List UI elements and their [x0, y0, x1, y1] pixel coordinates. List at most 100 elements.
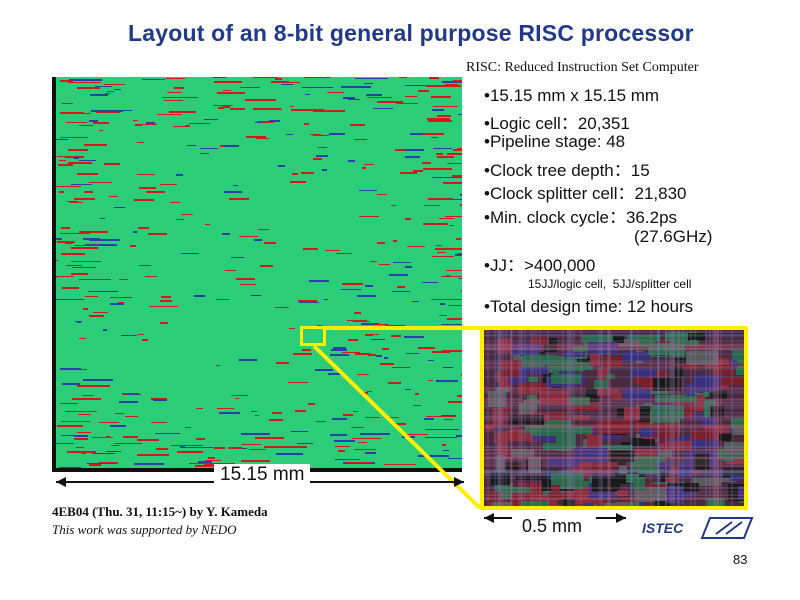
zoom-cell [610, 339, 640, 347]
layout-trace [338, 450, 345, 452]
layout-trace [460, 194, 462, 196]
layout-trace [405, 266, 412, 268]
layout-trace [415, 393, 419, 395]
layout-trace [111, 445, 120, 446]
layout-trace [60, 80, 73, 82]
layout-trace [82, 395, 94, 396]
layout-trace [173, 126, 187, 127]
layout-trace [223, 90, 231, 91]
zoom-cell [690, 340, 698, 344]
chip-dimension-arrow-left [56, 477, 66, 487]
layout-trace [264, 446, 291, 448]
layout-trace [439, 315, 447, 316]
zoom-cell [558, 426, 592, 434]
layout-trace [292, 173, 298, 175]
layout-trace [428, 380, 433, 381]
layout-trace [456, 435, 462, 437]
zoom-cell [694, 453, 710, 470]
layout-trace [225, 270, 236, 271]
layout-trace [424, 418, 434, 420]
layout-trace [365, 285, 373, 287]
layout-trace [260, 265, 273, 267]
layout-trace [367, 97, 392, 98]
zoom-cell [606, 374, 615, 379]
layout-trace [256, 138, 269, 139]
layout-trace [385, 417, 399, 418]
layout-trace [77, 321, 81, 323]
layout-trace [164, 100, 183, 101]
layout-trace [398, 328, 419, 329]
layout-trace [317, 325, 322, 326]
layout-trace [53, 139, 68, 140]
spec-min-clock-cycle: •Min. clock cycle：36.2ps [484, 208, 678, 227]
layout-trace [275, 307, 289, 308]
zoom-cell [527, 495, 557, 506]
zoom-cell [532, 337, 549, 344]
layout-trace [157, 114, 182, 115]
layout-trace [346, 462, 372, 463]
layout-trace [84, 144, 107, 146]
zoom-cell [523, 355, 556, 365]
layout-trace [382, 348, 389, 350]
layout-trace [418, 455, 449, 457]
layout-trace [255, 415, 259, 416]
layout-trace [461, 374, 462, 376]
layout-trace [181, 214, 193, 215]
layout-trace [272, 412, 282, 414]
layout-trace [393, 240, 397, 242]
layout-trace [105, 93, 111, 94]
layout-trace [249, 449, 266, 450]
layout-trace [333, 347, 346, 349]
layout-trace [348, 99, 360, 100]
layout-trace [396, 423, 406, 425]
zoom-cell [668, 483, 699, 492]
layout-trace [251, 295, 261, 296]
layout-trace [357, 295, 376, 297]
layout-trace [89, 239, 120, 241]
layout-trace [405, 389, 411, 390]
chip-edge-left [52, 77, 56, 471]
layout-trace [335, 459, 360, 460]
layout-trace [87, 463, 115, 464]
layout-trace [76, 447, 84, 448]
layout-trace [291, 109, 324, 111]
layout-trace [103, 329, 107, 331]
layout-trace [73, 137, 88, 138]
layout-trace [275, 78, 282, 80]
zoom-cell [716, 478, 736, 482]
layout-trace [65, 242, 73, 244]
zoom-cell [700, 391, 727, 399]
layout-trace [289, 328, 295, 329]
layout-trace [331, 349, 347, 351]
layout-trace [368, 334, 379, 335]
zoom-dimension-label: 0.5 mm [522, 516, 583, 536]
layout-trace [233, 185, 238, 186]
layout-trace [171, 445, 203, 446]
layout-trace [444, 419, 453, 420]
layout-trace [240, 87, 260, 88]
layout-trace [313, 110, 345, 112]
layout-trace [170, 202, 180, 203]
layout-trace [151, 422, 167, 423]
zoom-cell [612, 393, 622, 399]
layout-trace [453, 80, 462, 82]
layout-trace [423, 168, 452, 170]
layout-trace [95, 86, 112, 87]
layout-trace [218, 107, 224, 109]
layout-trace [403, 434, 428, 435]
layout-trace [436, 380, 458, 382]
layout-trace [405, 218, 411, 220]
layout-trace [290, 181, 306, 183]
layout-trace [72, 267, 96, 268]
layout-trace [458, 278, 462, 279]
zoom-cell [551, 485, 560, 497]
layout-trace [437, 115, 451, 117]
zoom-cell [583, 439, 590, 456]
layout-trace [445, 84, 458, 86]
layout-trace [68, 149, 88, 151]
layout-trace [361, 323, 379, 325]
layout-trace [425, 437, 457, 438]
layout-trace [431, 137, 438, 138]
layout-trace [137, 142, 144, 143]
layout-trace [400, 172, 417, 174]
